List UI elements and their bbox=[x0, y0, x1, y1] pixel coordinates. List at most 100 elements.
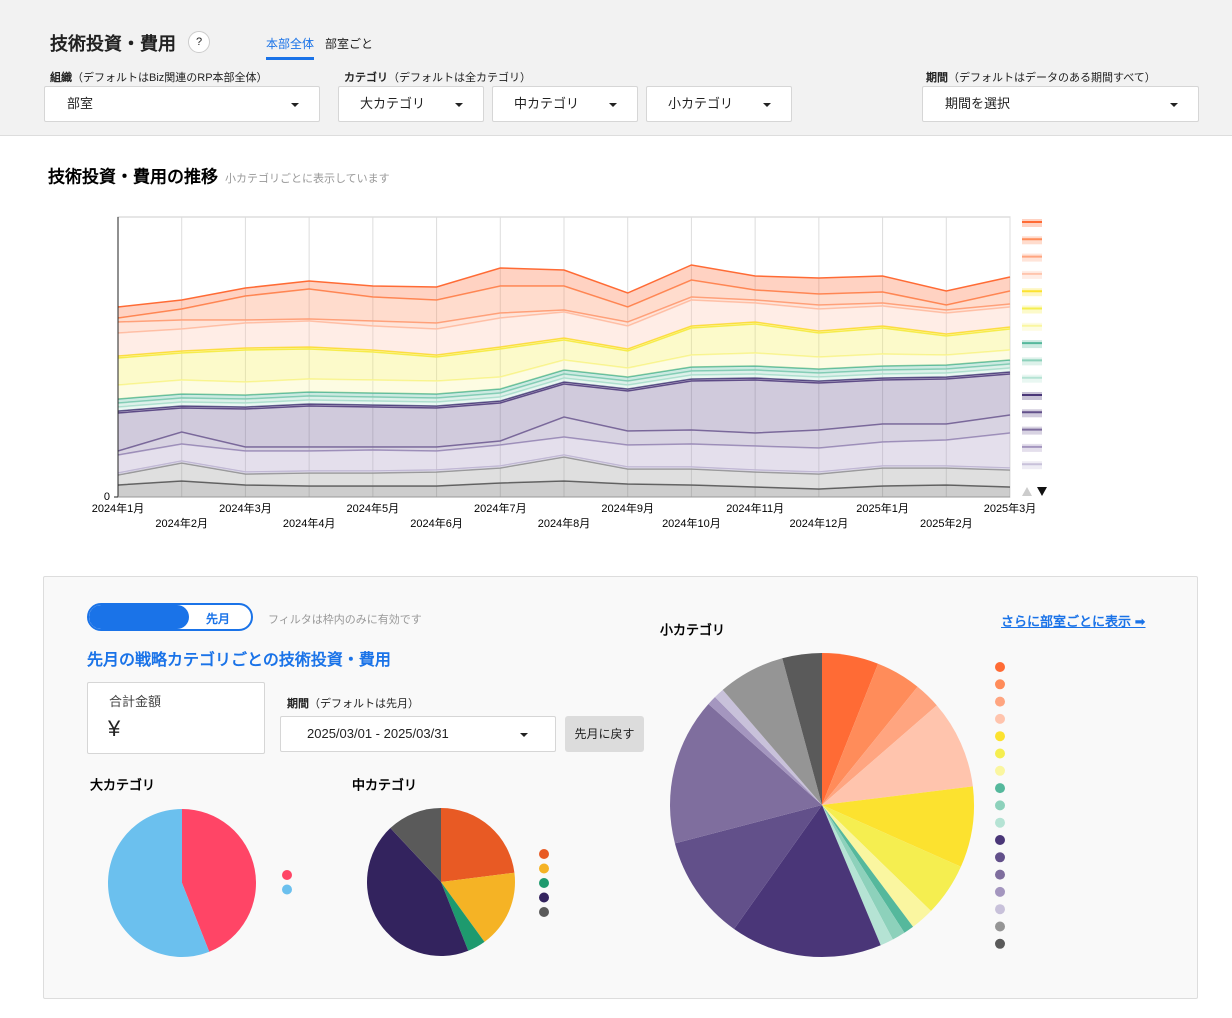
period-dropdown[interactable]: 2025/03/01 - 2025/03/31 bbox=[280, 716, 556, 752]
area bbox=[118, 374, 1010, 451]
panel bbox=[43, 576, 1198, 999]
toggle-knob bbox=[89, 605, 189, 629]
note: （デフォルトは全カテゴリ） bbox=[388, 72, 531, 84]
x-tick-label: 2024年8月 bbox=[538, 516, 591, 530]
tab[interactable]: 本部全体 bbox=[266, 35, 315, 60]
area bbox=[118, 415, 1010, 455]
chart-subtitle: 小カテゴリごとに表示しています bbox=[225, 171, 390, 185]
area-line bbox=[117, 480, 1011, 490]
legend-swatch bbox=[1022, 357, 1042, 366]
area bbox=[118, 300, 1010, 356]
area-line bbox=[117, 454, 1011, 474]
legend-swatch bbox=[1022, 461, 1042, 470]
area-line bbox=[117, 296, 1011, 324]
area bbox=[118, 368, 1010, 411]
note: （デフォルトはデータのある期間すべて） bbox=[948, 72, 1156, 84]
x-tick-label: 2024年4月 bbox=[283, 516, 336, 530]
note: （デフォルトは先月） bbox=[309, 698, 419, 710]
legend-swatch bbox=[1022, 219, 1042, 227]
area bbox=[118, 350, 1010, 399]
area bbox=[118, 372, 1010, 413]
x-tick-label: 2024年1月 bbox=[92, 501, 145, 515]
area-line bbox=[117, 367, 1011, 408]
area bbox=[118, 433, 1010, 473]
area-line bbox=[117, 432, 1011, 456]
reset-button[interactable]: 先月に戻す bbox=[565, 716, 644, 752]
label: 組織 bbox=[50, 72, 72, 84]
legend-swatch bbox=[1022, 270, 1042, 279]
scroll-down[interactable] bbox=[1037, 487, 1047, 496]
page-title: 技術投資・費用 bbox=[50, 34, 176, 54]
dropdown[interactable]: 中カテゴリ bbox=[492, 86, 638, 122]
tab[interactable]: 部室ごと bbox=[325, 37, 374, 51]
x-tick-label: 2024年3月 bbox=[219, 501, 272, 515]
label: 期間 bbox=[287, 698, 309, 710]
x-tick-label: 2024年6月 bbox=[410, 516, 463, 530]
legend-swatch bbox=[1022, 322, 1042, 331]
legend-swatch bbox=[1022, 305, 1042, 314]
legend-swatch bbox=[1022, 288, 1042, 297]
area bbox=[118, 360, 1010, 403]
x-tick-label: 2024年11月 bbox=[726, 501, 784, 515]
area bbox=[118, 322, 1010, 358]
legend-swatch bbox=[1022, 426, 1042, 435]
area-line bbox=[117, 323, 1011, 359]
area-line bbox=[117, 349, 1011, 386]
area-line bbox=[117, 321, 1011, 357]
toggle-label: 先月 bbox=[206, 612, 231, 626]
caret bbox=[763, 103, 771, 107]
dropdown-text: 期間を選択 bbox=[945, 96, 1011, 111]
area-line bbox=[117, 264, 1011, 308]
legend-swatch bbox=[1022, 374, 1042, 383]
area-line bbox=[117, 359, 1011, 400]
area bbox=[118, 297, 1010, 333]
link[interactable]: さらに部室ごとに表示 ➡ bbox=[1001, 614, 1146, 629]
area bbox=[118, 457, 1010, 489]
x-tick-label: 2025年1月 bbox=[856, 501, 909, 515]
panel-note: フィルタは枠内のみに有効です bbox=[268, 614, 422, 626]
scroll-up[interactable] bbox=[1022, 487, 1032, 496]
total-value: ¥ bbox=[108, 716, 121, 741]
legend-swatch bbox=[1022, 236, 1042, 245]
area bbox=[118, 481, 1010, 497]
caret bbox=[455, 103, 463, 107]
x-tick-label: 2024年5月 bbox=[347, 501, 400, 515]
period-label: 期間（デフォルトは先月） bbox=[287, 695, 419, 711]
toggle[interactable]: 先月 bbox=[87, 603, 253, 631]
filter-label: 組織（デフォルトはBiz関連のRP本部全体） bbox=[50, 69, 268, 85]
area bbox=[118, 324, 1010, 385]
area-line bbox=[117, 456, 1011, 476]
x-tick-label: 2024年9月 bbox=[601, 501, 654, 515]
x-tick-label: 2025年3月 bbox=[984, 501, 1037, 515]
panel-title: 先月の戦略カテゴリごとの技術投資・費用 bbox=[87, 652, 391, 669]
filter-label: 期間（デフォルトはデータのある期間すべて） bbox=[926, 69, 1156, 85]
area bbox=[118, 265, 1010, 318]
x-tick-label: 2025年2月 bbox=[920, 516, 973, 530]
area-line bbox=[117, 279, 1011, 319]
legend-swatch bbox=[1022, 392, 1042, 400]
legend-swatch bbox=[1022, 443, 1042, 452]
dropdown-text: 部室 bbox=[67, 96, 94, 111]
note: （デフォルトはBiz関連のRP本部全体） bbox=[72, 72, 268, 84]
legend-swatch bbox=[1022, 340, 1042, 349]
total-box bbox=[87, 682, 265, 754]
area-line bbox=[117, 414, 1011, 452]
filter-label: カテゴリ（デフォルトは全カテゴリ） bbox=[344, 69, 531, 85]
dropdown[interactable]: 部室 bbox=[44, 86, 320, 122]
dropdown-text: 中カテゴリ bbox=[514, 96, 580, 111]
area bbox=[118, 364, 1010, 407]
dropdown[interactable]: 期間を選択 bbox=[922, 86, 1199, 122]
x-tick-label: 2024年2月 bbox=[155, 516, 208, 530]
dropdown[interactable]: 大カテゴリ bbox=[338, 86, 484, 122]
dropdown-text: 小カテゴリ bbox=[668, 96, 734, 111]
help-button[interactable]: ? bbox=[188, 31, 210, 53]
label: 期間 bbox=[926, 72, 948, 84]
area-line bbox=[117, 371, 1011, 412]
chart-title: 技術投資・費用の推移 bbox=[48, 166, 218, 186]
legend-swatch bbox=[1022, 253, 1042, 262]
legend-swatch bbox=[1022, 409, 1042, 418]
y-tick-label: 0 bbox=[104, 491, 110, 503]
dropdown[interactable]: 小カテゴリ bbox=[646, 86, 792, 122]
caret bbox=[1170, 103, 1178, 107]
